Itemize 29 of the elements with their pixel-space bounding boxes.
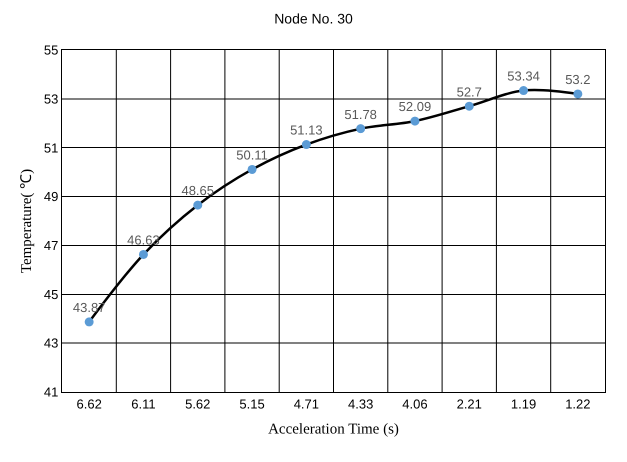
data-label: 51.13: [290, 122, 323, 138]
y-tick-label: 49: [44, 189, 58, 204]
data-label: 50.11: [236, 148, 268, 163]
data-label: 52.09: [398, 99, 432, 114]
data-label: 53.34: [507, 68, 540, 84]
x-tick-label: 5.62: [185, 396, 210, 412]
x-tick-label: 4.06: [402, 396, 428, 412]
y-tick-label: 47: [44, 238, 58, 253]
x-tick-label: 4.71: [294, 396, 320, 412]
x-tick-label: 2.21: [456, 396, 482, 412]
x-tick-label: 5.15: [239, 396, 265, 412]
x-tick-label: 1.22: [565, 396, 591, 412]
y-tick-label: 43: [44, 336, 58, 351]
data-label: 48.65: [181, 183, 214, 198]
x-tick-label: 1.19: [510, 396, 536, 412]
y-tick-label: 53: [44, 91, 58, 106]
x-axis-title: Acceleration Time (s): [268, 422, 399, 438]
data-label: 53.2: [565, 72, 591, 88]
y-tick-label: 51: [44, 140, 58, 156]
data-label: 51.78: [344, 106, 377, 122]
x-tick-label: 6.11: [131, 396, 156, 412]
y-axis-title: Temperature( ℃): [19, 168, 36, 274]
y-tick-label: 41: [44, 384, 58, 400]
x-tick-label: 6.62: [76, 396, 102, 412]
x-tick-label: 4.33: [348, 396, 374, 412]
y-tick-label: 45: [44, 286, 58, 302]
chart-title: Node No. 30: [274, 10, 354, 27]
data-label: 52.7: [456, 84, 482, 100]
y-tick-label: 55: [44, 42, 58, 58]
